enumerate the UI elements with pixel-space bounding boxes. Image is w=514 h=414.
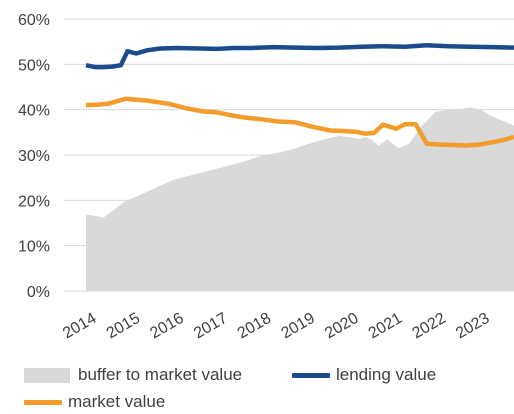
x-tick-label: 2020 [322,310,361,343]
y-tick-label: 20% [18,193,50,210]
y-tick-label: 60% [18,12,50,29]
buffer-area-layer [86,107,514,292]
legend-swatch-market-value [24,399,62,405]
legend-item-buffer: buffer to market value [24,365,242,385]
legend-swatch-buffer [24,367,70,383]
series-line-lending-value [85,43,514,70]
legend: buffer to market value lending value mar… [0,356,514,414]
x-tick-label: 2022 [409,310,448,343]
x-tick-label: 2015 [104,310,143,343]
y-tick-label: 30% [18,148,50,165]
legend-label-market-value: market value [68,392,166,411]
legend-label-buffer: buffer to market value [78,365,243,384]
x-axis-ticks: 2014 2015 2016 2017 2018 2019 2020 2021 2022 2023 [60,310,492,343]
series-line-market-value [85,96,514,148]
legend-swatch-lending-value [292,372,330,378]
legend-label-lending-value: lending value [336,365,437,384]
chart-plot: 0%10%20%30%40%50%60% 2014 2015 2016 2017 201… [18,12,514,343]
x-tick-label: 2019 [278,310,317,343]
x-tick-label: 2016 [147,310,186,343]
legend-item-market-value: market value [24,392,165,412]
x-tick-label: 2023 [453,310,492,343]
y-axis-ticks: 0% 10% 20% 30% 40% 50% 60% [18,12,50,301]
x-tick-label: 2021 [366,310,405,343]
y-tick-label: 50% [18,57,50,74]
x-tick-label: 2018 [235,310,274,343]
series-lines-layer [85,43,514,148]
x-tick-label: 2014 [60,310,99,343]
x-tick-label: 2017 [191,310,230,343]
series-area-buffer [86,107,514,292]
y-tick-label: 40% [18,103,50,120]
legend-item-lending-value: lending value [292,365,436,385]
y-tick-label: 0% [27,284,50,301]
y-tick-label: 10% [18,239,50,256]
